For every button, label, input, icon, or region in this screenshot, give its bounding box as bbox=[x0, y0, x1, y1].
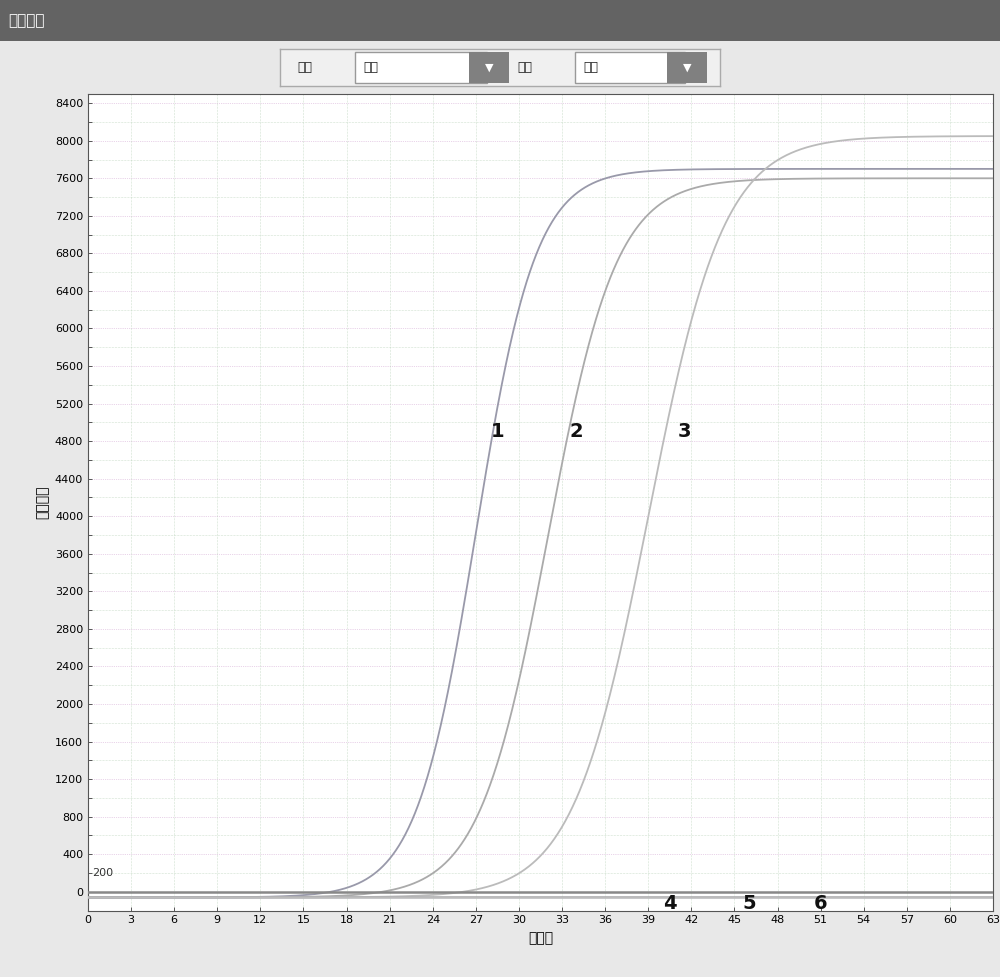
Text: 1: 1 bbox=[491, 422, 504, 442]
Text: 6: 6 bbox=[814, 895, 827, 913]
FancyBboxPatch shape bbox=[667, 52, 707, 83]
Text: ▼: ▼ bbox=[683, 63, 691, 72]
Text: 5: 5 bbox=[742, 895, 756, 913]
Text: ▼: ▼ bbox=[485, 63, 493, 72]
FancyBboxPatch shape bbox=[469, 52, 509, 83]
Text: 4: 4 bbox=[663, 895, 677, 913]
Text: 颜色: 颜色 bbox=[298, 61, 313, 74]
Text: 扩增曲线: 扩增曲线 bbox=[8, 13, 44, 28]
Text: 孔位: 孔位 bbox=[364, 61, 379, 74]
FancyBboxPatch shape bbox=[575, 52, 685, 83]
Text: 3: 3 bbox=[677, 422, 691, 442]
Text: 2: 2 bbox=[570, 422, 583, 442]
FancyBboxPatch shape bbox=[355, 52, 487, 83]
X-axis label: 循环数: 循环数 bbox=[528, 931, 553, 945]
Text: 线性: 线性 bbox=[584, 61, 599, 74]
Y-axis label: 荧光强度: 荧光强度 bbox=[35, 486, 49, 519]
Text: 200: 200 bbox=[92, 868, 113, 878]
Text: 线型: 线型 bbox=[518, 61, 533, 74]
